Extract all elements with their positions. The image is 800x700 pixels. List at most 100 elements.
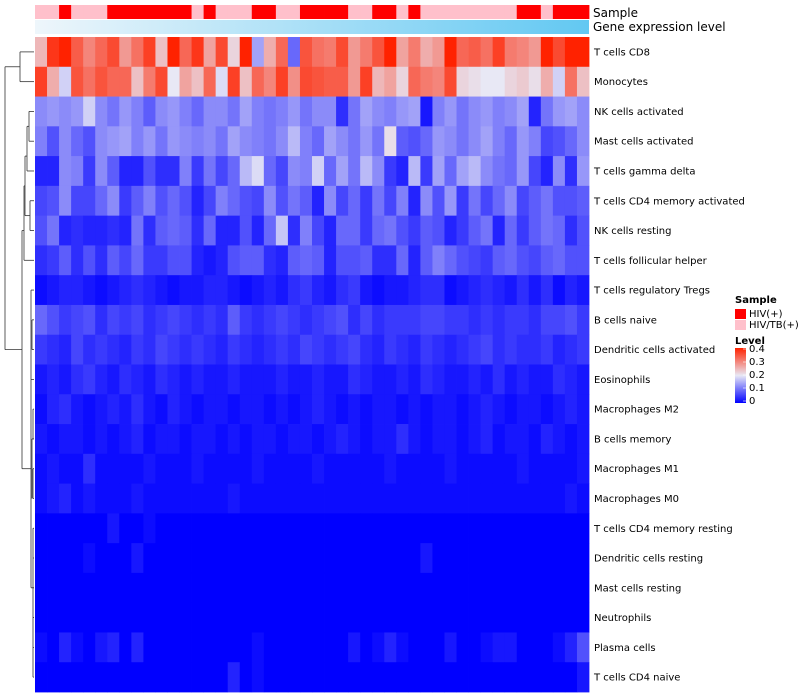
heatmap-cell [95, 602, 108, 633]
heatmap-cell [155, 364, 168, 395]
heatmap-cell [215, 572, 229, 604]
heatmap-cell [396, 394, 409, 425]
heatmap-cell [299, 215, 313, 246]
heatmap-cell [372, 632, 385, 663]
row-label: T cells regulatory Tregs [593, 286, 710, 297]
heatmap-cell [540, 126, 554, 157]
heatmap-cell [131, 394, 144, 425]
row-label: Neutrophils [594, 613, 651, 624]
heatmap-cell [396, 424, 409, 455]
heatmap-cell [336, 334, 349, 365]
sample-annotation-cell [408, 5, 421, 19]
heatmap-cell [336, 126, 349, 157]
heatmap-cell [360, 453, 373, 484]
heatmap-cell [275, 572, 289, 604]
heatmap-cell [528, 245, 542, 276]
heatmap-cell [155, 275, 168, 306]
heatmap-cell [83, 66, 96, 97]
heatmap-cell [444, 394, 457, 425]
heatmap-cell [215, 513, 229, 544]
heatmap-cell [540, 334, 554, 365]
heatmap-cell [552, 543, 566, 574]
heatmap-cell [348, 215, 361, 246]
heatmap-cell [191, 37, 205, 68]
heatmap-cell [167, 156, 180, 187]
heatmap-cell [480, 96, 494, 127]
heatmap-cell [251, 275, 265, 306]
heatmap-cell [167, 572, 180, 604]
heatmap-cell [71, 126, 84, 157]
heatmap-cell [35, 424, 48, 455]
heatmap-cell [564, 394, 578, 425]
heatmap-cell [444, 513, 457, 544]
heatmap-cell [299, 394, 313, 425]
heatmap-cell [324, 245, 337, 276]
heatmap-cell [95, 572, 108, 604]
heatmap-cell [299, 37, 313, 68]
heatmap-cell [420, 275, 433, 306]
sample-annotation-cell [540, 5, 554, 19]
heatmap-cell [444, 424, 457, 455]
heatmap-cell [131, 275, 144, 306]
heatmap-cell [263, 513, 277, 544]
heatmap-cell [107, 602, 120, 633]
heatmap-cell [275, 453, 289, 484]
heatmap-cell [119, 572, 132, 604]
heatmap-cell [420, 483, 433, 514]
heatmap-cell [143, 572, 156, 604]
heatmap-cell [480, 156, 494, 187]
heatmap-cell [432, 364, 445, 395]
heatmap-cell [191, 304, 205, 336]
heatmap-cell [312, 513, 325, 544]
heatmap-cell [564, 543, 578, 574]
heatmap-cell [215, 334, 229, 365]
heatmap-cell [47, 602, 60, 633]
heatmap-cell [348, 185, 361, 217]
heatmap-cell [227, 96, 241, 127]
legend-level-tick-label: 0 [749, 396, 755, 407]
heatmap-cell [408, 662, 421, 693]
heatmap-cell [275, 156, 289, 187]
heatmap-cell [71, 394, 84, 425]
heatmap-cell [167, 334, 180, 365]
heatmap-cell [396, 572, 409, 604]
heatmap-cell [251, 156, 265, 187]
heatmap-cell [215, 126, 229, 157]
heatmap-cell [35, 304, 48, 336]
heatmap-cell [348, 543, 361, 574]
heatmap-cell [155, 334, 168, 365]
heatmap-cell [528, 572, 542, 604]
heatmap-cell [191, 66, 205, 97]
sample-annotation-cell [480, 5, 494, 19]
heatmap-cell [324, 215, 337, 246]
heatmap-cell [107, 126, 120, 157]
heatmap-cell [71, 513, 84, 544]
heatmap-cell [251, 245, 265, 276]
heatmap-cell [312, 215, 325, 246]
heatmap-cell [384, 275, 397, 306]
sample-annotation-cell [432, 5, 445, 19]
heatmap-cell [227, 304, 241, 336]
heatmap-cell [552, 66, 566, 97]
heatmap-cell [83, 304, 96, 336]
heatmap-cell [348, 245, 361, 276]
heatmap-cell [251, 66, 265, 97]
heatmap-cell [456, 275, 469, 306]
sample-annotation-cell [324, 5, 337, 19]
heatmap-cell [468, 483, 482, 514]
heatmap-cell [420, 66, 433, 97]
heatmap-cell [47, 66, 60, 97]
row-label: Mast cells activated [594, 137, 693, 148]
heatmap-cell [179, 304, 192, 336]
row-dendrogram [4, 51, 34, 678]
heatmap-cell [396, 543, 409, 574]
heatmap-cell [384, 245, 397, 276]
heatmap-cell [324, 364, 337, 395]
heatmap-cell [227, 513, 241, 544]
heatmap-cell [131, 185, 144, 217]
heatmap-cell [528, 483, 542, 514]
heatmap-cell [492, 37, 506, 68]
heatmap-cell [468, 453, 482, 484]
heatmap-cell [131, 364, 144, 395]
heatmap-cell [312, 66, 325, 97]
